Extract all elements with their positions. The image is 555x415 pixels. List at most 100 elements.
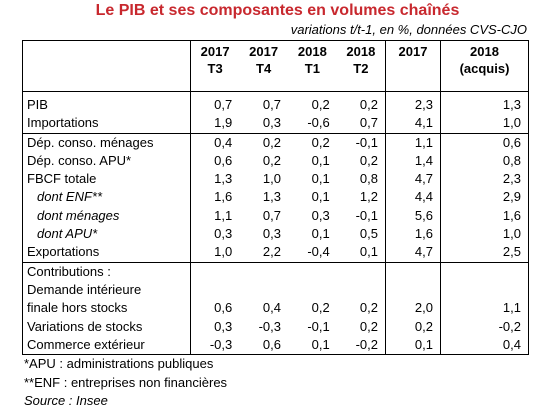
cell: 0,1: [311, 171, 330, 187]
cell: 1,9: [214, 115, 233, 131]
row-label: PIB: [22, 91, 191, 115]
cell: 0,6: [262, 336, 281, 352]
cell: 1,1: [385, 132, 441, 152]
cell: 1,6: [385, 225, 441, 244]
table-row: PIB 0,7 0,7 0,2 0,2 2,3 1,3: [22, 91, 529, 115]
cell: [336, 261, 386, 281]
column-header: 2018 T1: [288, 40, 337, 92]
table-row: dont ménages 1,1 0,7 0,3 -0,1 5,6 1,6: [22, 206, 529, 226]
cell: -0,1: [336, 132, 386, 152]
cell: 0,8: [336, 170, 386, 189]
cell: 1,3: [214, 171, 233, 187]
cell: 0,2: [262, 152, 281, 168]
table-row: Commerce extérieur -0,3 0,6 0,1 -0,2 0,1 0,4: [22, 335, 529, 355]
table-row: Importations 1,9 0,3 -0,6 0,7 4,1 1,0: [22, 114, 529, 134]
cell: 4,7: [385, 243, 441, 263]
cell: 0,6: [214, 300, 233, 316]
column-header: 2018 (acquis): [440, 40, 529, 92]
cell: -0,6: [307, 115, 330, 131]
cell: -0,2: [336, 335, 386, 355]
cell: 1,0: [214, 244, 233, 260]
cell: 0,1: [336, 243, 386, 263]
cell: 0,3: [214, 318, 233, 334]
table-row: dont APU* 0,3 0,3 0,1 0,5 1,6 1,0: [22, 225, 529, 244]
notes: *APU : administrations publiques **ENF : …: [24, 355, 227, 411]
row-label: Dép. conso. APU*: [22, 151, 191, 171]
cell: 0,6: [440, 132, 529, 152]
table-row: Contributions :: [22, 261, 529, 281]
cell: 0,2: [288, 132, 337, 152]
cell: 0,2: [385, 317, 441, 336]
cell: 0,2: [336, 151, 386, 171]
cell: 1,6: [502, 207, 521, 223]
column-header: 2018 T2: [336, 40, 386, 92]
cell: [288, 261, 337, 281]
cell: 0,2: [311, 300, 330, 316]
cell: 2,0: [385, 280, 441, 318]
row-label: dont ménages: [22, 206, 191, 226]
row-label: Commerce extérieur: [22, 335, 191, 355]
cell: -0,3: [258, 318, 281, 334]
row-label: dont APU*: [22, 225, 191, 244]
row-label: Importations: [22, 114, 191, 134]
table-row: dont ENF** 1,6 1,3 0,1 1,2 4,4 2,9: [22, 188, 529, 207]
table-row: Variations de stocks 0,3 -0,3 -0,1 0,2 0,2 -0,…: [22, 317, 529, 336]
cell: [440, 261, 529, 281]
cell: 1,4: [385, 151, 441, 171]
table-row: Dép. conso. APU* 0,6 0,2 0,1 0,2 1,4 0,8: [22, 151, 529, 171]
cell: 4,1: [385, 114, 441, 134]
cell: 0,4: [502, 336, 521, 352]
cell: 1,0: [502, 115, 521, 131]
table-row: Exportations 1,0 2,2 -0,4 0,1 4,7 2,5: [22, 243, 529, 263]
footnote: **ENF : entreprises non financières: [24, 374, 228, 390]
cell: 1,6: [214, 189, 233, 205]
footnote: Source : Insee: [24, 393, 108, 408]
cell: 0,7: [336, 114, 386, 134]
row-label: FBCF totale: [22, 170, 191, 189]
cell: 0,1: [311, 226, 330, 242]
column-header: 2017: [385, 40, 441, 92]
cell: 2,5: [502, 244, 521, 260]
cell: -0,4: [307, 244, 330, 260]
cell: -0,3: [209, 336, 233, 352]
title: Le PIB et ses composantes en volumes cha…: [95, 2, 460, 19]
cell: 1,3: [262, 189, 281, 205]
cell: 0,1: [311, 189, 330, 205]
column-header: 2017 T4: [239, 40, 288, 92]
cell: 0,7: [214, 97, 233, 112]
table-row: Demande intérieure finale hors stocks 0,6…: [22, 280, 529, 318]
cell: 0,5: [336, 225, 386, 244]
cell: 0,1: [311, 152, 330, 168]
cell: 1,1: [502, 300, 521, 316]
cell: 2,2: [262, 244, 281, 260]
cell: 0,4: [190, 132, 240, 152]
subtitle: variations t/t-1, en %, données CVS-CJO: [290, 22, 527, 37]
header-row: 2017 T3 2017 T4 2018 T1 2018 T2 2017 2018 (ac…: [22, 40, 529, 92]
row-label: Demande intérieure finale hors stocks: [22, 280, 191, 318]
cell: 0,3: [214, 226, 233, 242]
cell: 4,7: [385, 170, 441, 189]
row-label: Contributions :: [22, 261, 191, 281]
row-label: Variations de stocks: [22, 317, 191, 336]
cell: 0,8: [502, 152, 521, 168]
table: 2017 T3 2017 T4 2018 T1 2018 T2 2017 2018 (ac…: [22, 40, 529, 356]
cell: 0,1: [311, 336, 330, 352]
cell: 5,6: [385, 206, 441, 226]
cell: 0,6: [214, 152, 233, 168]
cell: 1,3: [502, 97, 521, 112]
cell: 0,2: [239, 132, 288, 152]
row-label: Exportations: [22, 243, 191, 263]
footnote: *APU : administrations publiques: [24, 356, 214, 371]
cell: [239, 261, 288, 281]
row-label: dont ENF**: [22, 188, 191, 207]
cell: [385, 261, 441, 281]
cell: 0,1: [385, 335, 441, 355]
cell: 0,2: [336, 91, 386, 115]
cell: 0,2: [311, 97, 330, 112]
cell: [190, 261, 240, 281]
cell: -0,1: [336, 206, 386, 226]
cell: 0,2: [336, 280, 386, 318]
cell: 0,3: [262, 226, 281, 242]
cell: 0,7: [262, 207, 281, 223]
cell: 0,3: [311, 207, 330, 223]
